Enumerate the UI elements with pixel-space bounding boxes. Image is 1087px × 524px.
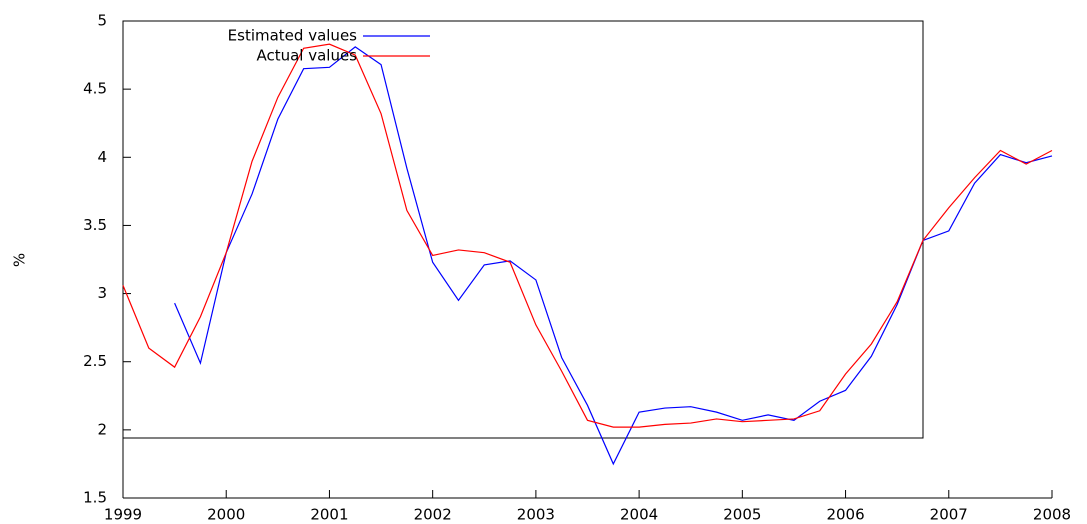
- legend-label: Actual values: [256, 47, 357, 65]
- frame-box: [122, 20, 924, 439]
- y-tick-label: 2.5: [83, 352, 107, 370]
- y-axis-label: %: [11, 253, 29, 267]
- series-line: [122, 43, 1053, 428]
- x-tick-label: 1999: [104, 506, 142, 524]
- y-tick-label: 1.5: [83, 489, 107, 507]
- y-tick-label: 4: [97, 148, 107, 166]
- x-tick-label: 2002: [414, 506, 452, 524]
- x-tick-label: 2008: [1033, 506, 1071, 524]
- x-tick-label: 2000: [207, 506, 245, 524]
- y-tick-label: 3: [97, 284, 107, 302]
- x-tick-label: 2004: [620, 506, 658, 524]
- y-tick-label: 3.5: [83, 216, 107, 234]
- y-tick-label: 5: [97, 12, 107, 30]
- x-tick-label: 2006: [826, 506, 864, 524]
- legend-label: Estimated values: [228, 27, 358, 45]
- y-tick-label: 4.5: [83, 80, 107, 98]
- y-tick-label: 2: [97, 420, 107, 438]
- series-line: [174, 46, 1053, 466]
- x-tick-label: 2005: [723, 506, 761, 524]
- x-tick-label: 2001: [310, 506, 348, 524]
- x-tick-label: 2007: [930, 506, 968, 524]
- x-tick-label: 2003: [517, 506, 555, 524]
